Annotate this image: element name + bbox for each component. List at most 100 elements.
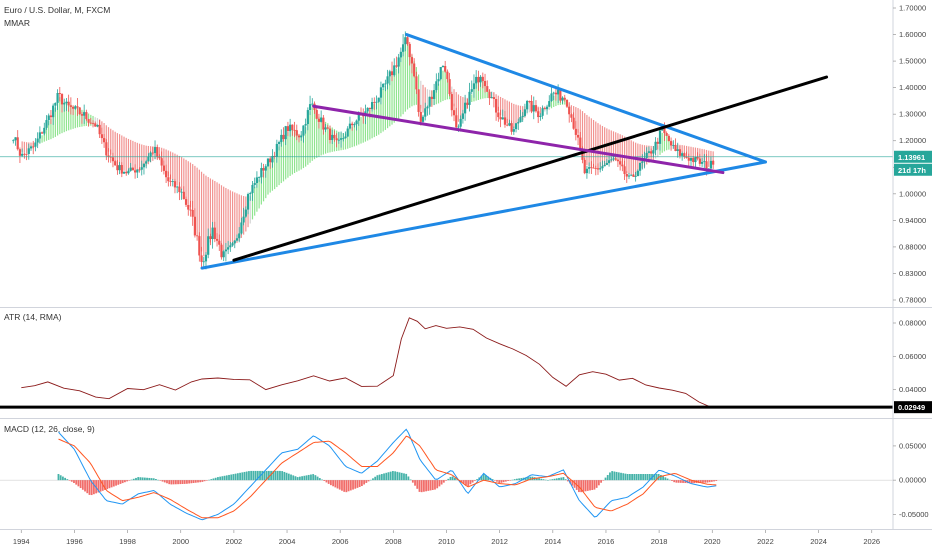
candle-body <box>468 91 471 105</box>
candle-body <box>357 113 360 121</box>
macd-hist-bar <box>633 474 636 481</box>
macd-pane[interactable]: MACD (12, 26, close, 9) <box>0 424 893 521</box>
trendline-2[interactable] <box>200 160 767 270</box>
candle-body <box>282 134 285 140</box>
macd-hist-bar <box>438 480 441 487</box>
macd-hist-bar <box>66 479 69 481</box>
candle-body <box>251 184 254 194</box>
candle-body <box>344 136 347 139</box>
macd-hist-bar <box>263 470 266 481</box>
candle-body <box>182 191 185 200</box>
price-pane[interactable]: Euro / U.S. Dollar, M, FXCM MMAR <box>0 5 893 270</box>
candle-body <box>271 155 274 163</box>
time-tick-label: 2012 <box>491 537 508 546</box>
macd-hist-bar <box>500 480 503 483</box>
candle-body <box>213 227 216 240</box>
macd-hist-bar <box>199 480 202 483</box>
macd-hist-bar <box>434 480 436 490</box>
candle-body <box>153 147 157 154</box>
candle-body <box>45 120 48 128</box>
trendline-1[interactable] <box>405 33 767 164</box>
macd-hist-bar <box>451 476 454 481</box>
candle-body <box>209 236 212 240</box>
candle-body <box>127 170 130 174</box>
candle-body <box>623 166 626 174</box>
candle-body <box>171 181 174 182</box>
macd-hist-bar <box>697 480 700 483</box>
candle-body <box>557 89 560 95</box>
macd-hist-bar <box>179 480 182 485</box>
macd-hist-bar <box>323 480 326 481</box>
atr-scale-label: 0.06000 <box>899 352 926 361</box>
time-axis[interactable]: 1994 1996 1998 2000 2002 2004 2006 2008 2010 2012… <box>13 530 880 546</box>
candle-body <box>452 110 456 116</box>
candle-body <box>326 127 329 129</box>
candle-body <box>286 126 290 132</box>
macd-hist-bar <box>666 478 669 481</box>
candle-body <box>439 67 442 80</box>
macd-hist-bar <box>442 480 445 483</box>
macd-hist-bar <box>659 474 662 481</box>
macd-hist-bar <box>600 480 602 483</box>
macd-hist-bar <box>267 470 270 481</box>
macd-title: MACD (12, 26, close, 9) <box>4 424 95 434</box>
macd-hist-bar <box>423 480 425 492</box>
macd-hist-bar <box>407 476 410 481</box>
macd-hist-bar <box>321 479 323 481</box>
macd-hist-bar <box>409 479 412 481</box>
atr-pane[interactable]: ATR (14, RMA) <box>0 312 893 409</box>
macd-hist-bar <box>159 480 162 481</box>
trendline-4[interactable] <box>312 104 725 175</box>
macd-hist-bar <box>137 477 140 481</box>
candle-body <box>29 146 33 149</box>
macd-hist-bar <box>580 480 583 493</box>
macd-hist-bar <box>97 480 100 493</box>
macd-hist-bar <box>595 480 598 488</box>
macd-hist-bar <box>141 477 144 481</box>
candle-body <box>501 117 504 120</box>
macd-hist-bar <box>343 480 346 492</box>
macd-hist-bar <box>387 472 390 481</box>
macd-hist-bar <box>558 477 560 481</box>
macd-hist-bar <box>520 478 523 481</box>
macd-hist-bar <box>597 480 600 486</box>
candle-body <box>523 109 527 116</box>
candle-body <box>189 209 192 211</box>
candle-body <box>43 127 46 134</box>
candle-body <box>324 127 327 130</box>
price-scale-label: 1.70000 <box>899 4 926 13</box>
macd-hist-bar <box>465 480 467 486</box>
macd-hist-bar <box>400 472 403 481</box>
candle-body <box>572 117 575 129</box>
macd-hist-bar <box>485 475 487 481</box>
candle-body <box>76 106 79 108</box>
macd-hist-bar <box>108 480 111 489</box>
candle-body <box>698 158 701 164</box>
trendline-3[interactable] <box>232 75 829 262</box>
candle-body <box>574 128 577 135</box>
candle-body <box>406 37 409 44</box>
candles <box>12 31 715 270</box>
macd-hist-bar <box>702 480 704 483</box>
candle-body <box>601 166 604 169</box>
trendlines[interactable] <box>200 33 829 270</box>
candle-body <box>627 175 631 177</box>
price-scale-label: 1.60000 <box>899 30 926 39</box>
macd-hist-bar <box>194 480 197 483</box>
macd-hist-bar <box>152 478 155 481</box>
candle-body <box>663 127 666 134</box>
macd-hist-bar <box>671 480 673 481</box>
macd-hist-bar <box>298 476 301 481</box>
price-scales[interactable]: 1.70000 1.60000 1.50000 1.40000 1.30000 1.200… <box>893 4 932 519</box>
macd-hist-bar <box>462 480 465 484</box>
candle-body <box>63 103 66 105</box>
macd-hist-bar <box>688 480 691 484</box>
candle-body <box>647 151 651 153</box>
candle-body <box>514 123 518 130</box>
macd-hist-bar <box>493 480 496 481</box>
macd-hist-bar <box>646 474 649 481</box>
macd-hist-bar <box>573 480 576 488</box>
candle-body <box>331 134 334 141</box>
